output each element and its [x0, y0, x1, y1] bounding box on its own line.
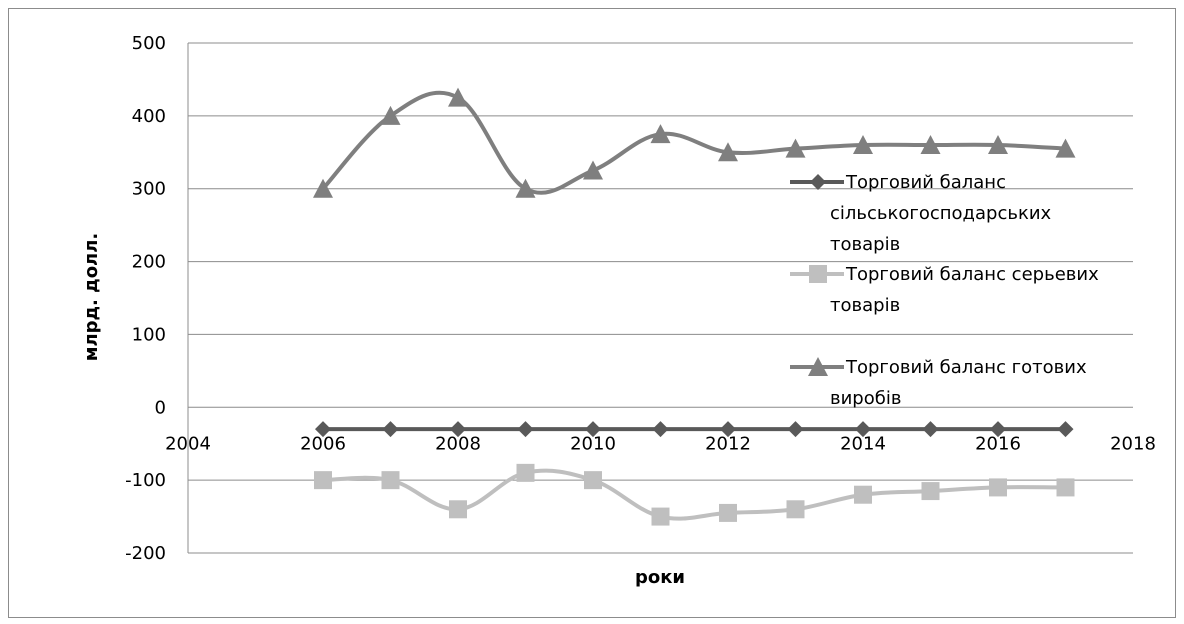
x-tick-label: 2014 — [840, 433, 886, 454]
x-tick-label: 2004 — [165, 433, 211, 454]
data-point-series-3 — [853, 135, 873, 154]
y-tick-label: 100 — [132, 324, 166, 345]
data-point-series-1 — [517, 421, 534, 438]
data-point-series-3 — [920, 135, 941, 154]
y-axis-ticks: -200 -100 0 100 200 300 400 500 — [125, 33, 166, 564]
y-tick-label: -100 — [125, 470, 166, 491]
data-point-series-3 — [650, 124, 671, 144]
data-point-series-3 — [515, 178, 536, 198]
data-point-series-2 — [719, 503, 737, 522]
data-point-series-3 — [718, 142, 738, 162]
legend-label-2: товарів — [830, 295, 900, 316]
data-point-series-2 — [449, 500, 467, 519]
data-point-series-3 — [313, 178, 333, 198]
y-tick-label: 300 — [132, 179, 166, 200]
data-point-series-1 — [585, 421, 601, 438]
y-tick-label: 0 — [155, 397, 166, 418]
data-point-series-1 — [382, 421, 399, 438]
data-point-series-2 — [989, 478, 1007, 497]
legend-label-1: Торговий баланс — [845, 172, 1006, 193]
x-axis-ticks: 2004 2006 2008 2010 2012 2014 2016 2018 — [165, 433, 1156, 454]
chart-frame — [8, 8, 1176, 618]
data-point-series-2 — [786, 500, 805, 519]
x-tick-label: 2018 — [1110, 433, 1156, 454]
data-point-series-3 — [785, 138, 806, 158]
data-point-series-3 — [583, 160, 603, 180]
data-point-series-1 — [720, 421, 736, 438]
data-point-series-2 — [1056, 478, 1075, 497]
y-tick-label: 500 — [132, 33, 166, 54]
data-point-series-2 — [314, 471, 332, 490]
y-tick-label: -200 — [125, 543, 166, 564]
data-point-series-3 — [988, 135, 1008, 154]
data-point-series-2 — [584, 471, 602, 490]
legend-label-1: товарів — [830, 234, 900, 255]
data-point-series-2 — [516, 463, 535, 482]
data-point-series-1 — [315, 421, 331, 438]
legend-marker-1 — [810, 174, 826, 190]
legend-marker-2 — [809, 265, 827, 283]
data-point-series-2 — [921, 482, 940, 501]
x-tick-label: 2016 — [975, 433, 1021, 454]
legend-marker-3 — [808, 357, 828, 376]
legend-label-3: виробів — [830, 388, 901, 409]
series-markers — [313, 87, 1076, 526]
x-axis-title: роки — [635, 567, 685, 588]
data-point-series-1 — [855, 421, 871, 438]
x-tick-label: 2010 — [570, 433, 616, 454]
data-point-series-2 — [651, 507, 670, 526]
data-point-series-2 — [854, 485, 872, 504]
data-point-series-3 — [380, 105, 401, 125]
data-point-series-3 — [448, 87, 468, 107]
series-lines — [321, 90, 1066, 521]
data-point-series-1 — [922, 421, 939, 438]
data-point-series-1 — [990, 421, 1006, 438]
data-point-series-1 — [1057, 421, 1074, 438]
legend-label-1: сільськогосподарських — [830, 203, 1052, 224]
data-point-series-1 — [652, 421, 669, 438]
x-tick-label: 2006 — [300, 433, 346, 454]
y-axis-title: млрд. долл. — [81, 233, 102, 362]
data-point-series-3 — [1055, 138, 1076, 158]
series-line-2 — [322, 468, 1066, 521]
legend-label-2: Торговий баланс серьевих — [845, 264, 1099, 285]
legend-label-3: Торговий баланс готових — [845, 357, 1087, 378]
data-point-series-1 — [787, 421, 804, 438]
y-tick-label: 400 — [132, 106, 166, 127]
data-point-series-1 — [450, 421, 466, 438]
x-tick-label: 2012 — [705, 433, 751, 454]
y-tick-label: 200 — [132, 252, 166, 273]
x-tick-label: 2008 — [435, 433, 481, 454]
data-point-series-2 — [381, 471, 400, 490]
legend: Торговий баланс сільськогосподарських това… — [790, 172, 1099, 409]
